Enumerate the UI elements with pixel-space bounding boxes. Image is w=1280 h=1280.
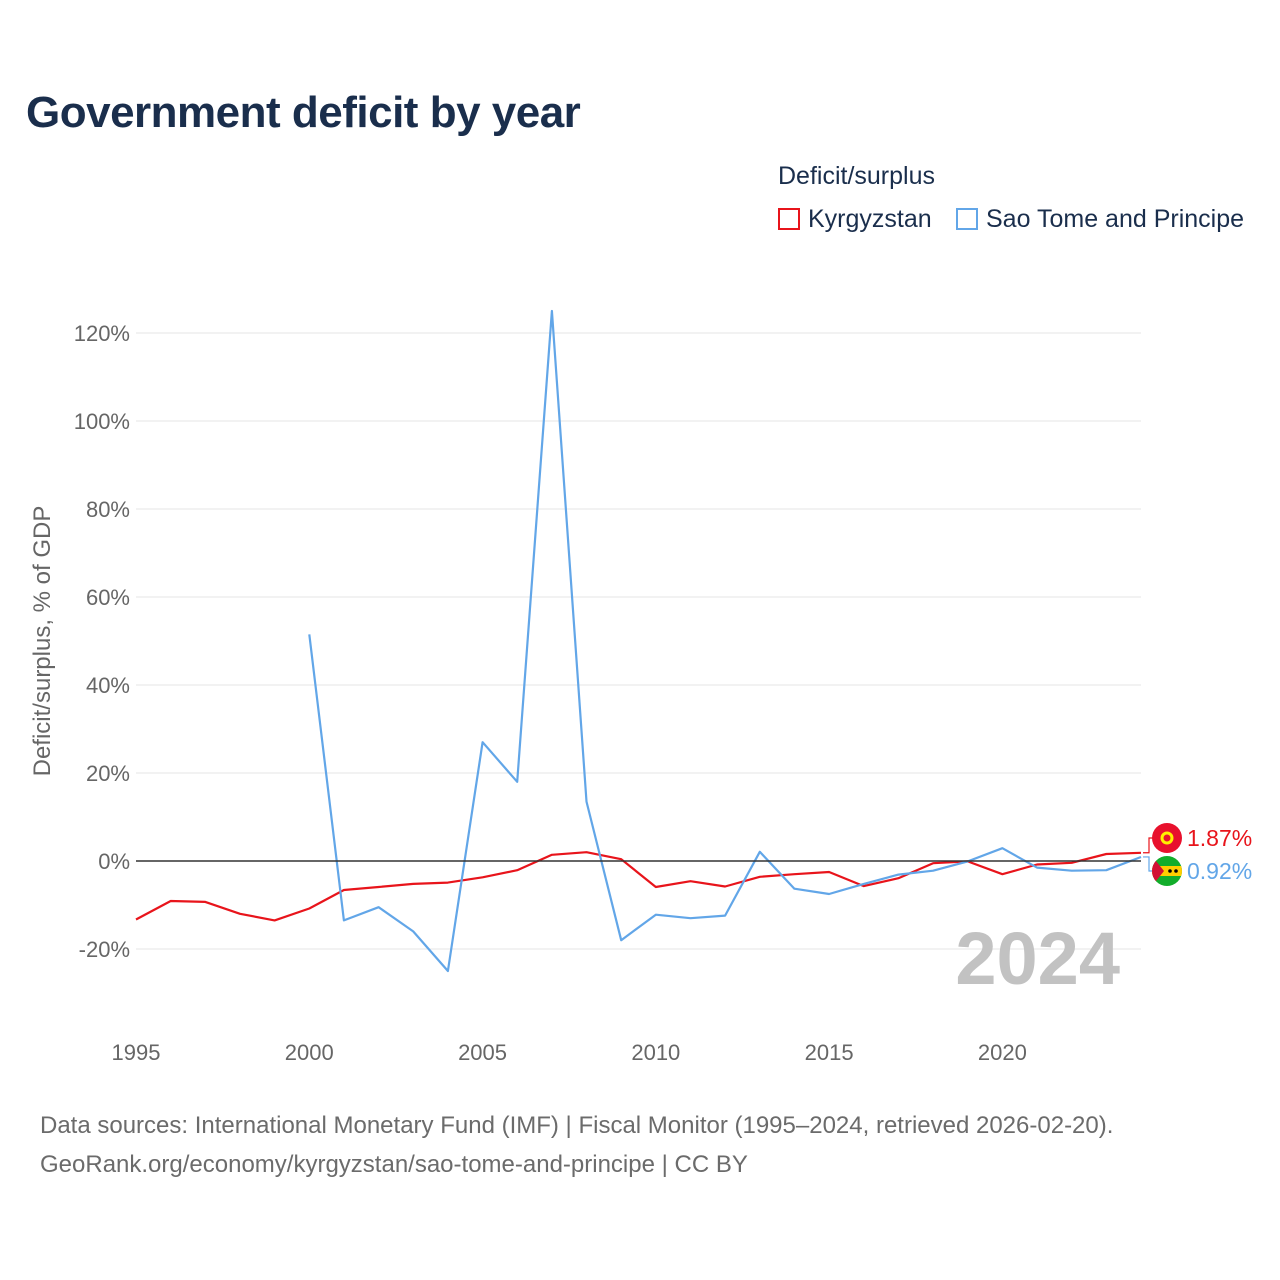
- legend-swatch-kyrgyzstan: [778, 208, 800, 230]
- series-line-0: [135, 851, 1142, 922]
- x-tick-label: 2020: [978, 1040, 1027, 1065]
- legend-item-sao-tome[interactable]: Sao Tome and Principe: [956, 204, 1244, 234]
- x-tick-label: 2000: [285, 1040, 334, 1065]
- year-watermark: 2024: [955, 917, 1120, 1000]
- legend-label-sao-tome: Sao Tome and Principe: [986, 204, 1245, 233]
- x-tick-label: 2005: [458, 1040, 507, 1065]
- sao-tome-flag-icon: [1152, 856, 1182, 886]
- y-tick-label: 100%: [74, 409, 130, 434]
- series-line-1: [308, 309, 1142, 973]
- source-note: Data sources: International Monetary Fun…: [40, 1106, 1113, 1184]
- y-tick-label: 20%: [86, 761, 130, 786]
- y-tick-label: -20%: [79, 937, 130, 962]
- y-axis-label: Deficit/surplus, % of GDP: [29, 506, 56, 777]
- kyrgyzstan-flag-icon: [1152, 823, 1182, 853]
- y-tick-label: 120%: [74, 321, 130, 346]
- x-tick-label: 1995: [112, 1040, 161, 1065]
- legend-item-kyrgyzstan[interactable]: Kyrgyzstan: [778, 204, 932, 234]
- x-tick-label: 2010: [631, 1040, 680, 1065]
- flag-red-triangle: [1152, 856, 1164, 886]
- flag-body: [1152, 856, 1182, 886]
- y-tick-label: 60%: [86, 585, 130, 610]
- legend-title: Deficit/surplus: [778, 162, 935, 190]
- flag-star: [1174, 869, 1178, 873]
- y-tick-label: 80%: [86, 497, 130, 522]
- end-label-1: 0.92%: [1187, 858, 1252, 884]
- source-line-2[interactable]: GeoRank.org/economy/kyrgyzstan/sao-tome-…: [40, 1151, 748, 1178]
- y-tick-label: 40%: [86, 673, 130, 698]
- flag-yellow: [1152, 866, 1182, 876]
- chart-title: Government deficit by year: [26, 88, 581, 137]
- source-line-1: Data sources: International Monetary Fun…: [40, 1112, 1114, 1139]
- legend-swatch-sao-tome: [956, 208, 978, 230]
- legend-label-kyrgyzstan: Kyrgyzstan: [808, 204, 932, 233]
- x-tick-label: 2015: [805, 1040, 854, 1065]
- end-label-0: 1.87%: [1187, 825, 1252, 851]
- flag-star: [1168, 869, 1172, 873]
- y-tick-label: 0%: [98, 849, 130, 874]
- flag-sun-center: [1163, 834, 1171, 842]
